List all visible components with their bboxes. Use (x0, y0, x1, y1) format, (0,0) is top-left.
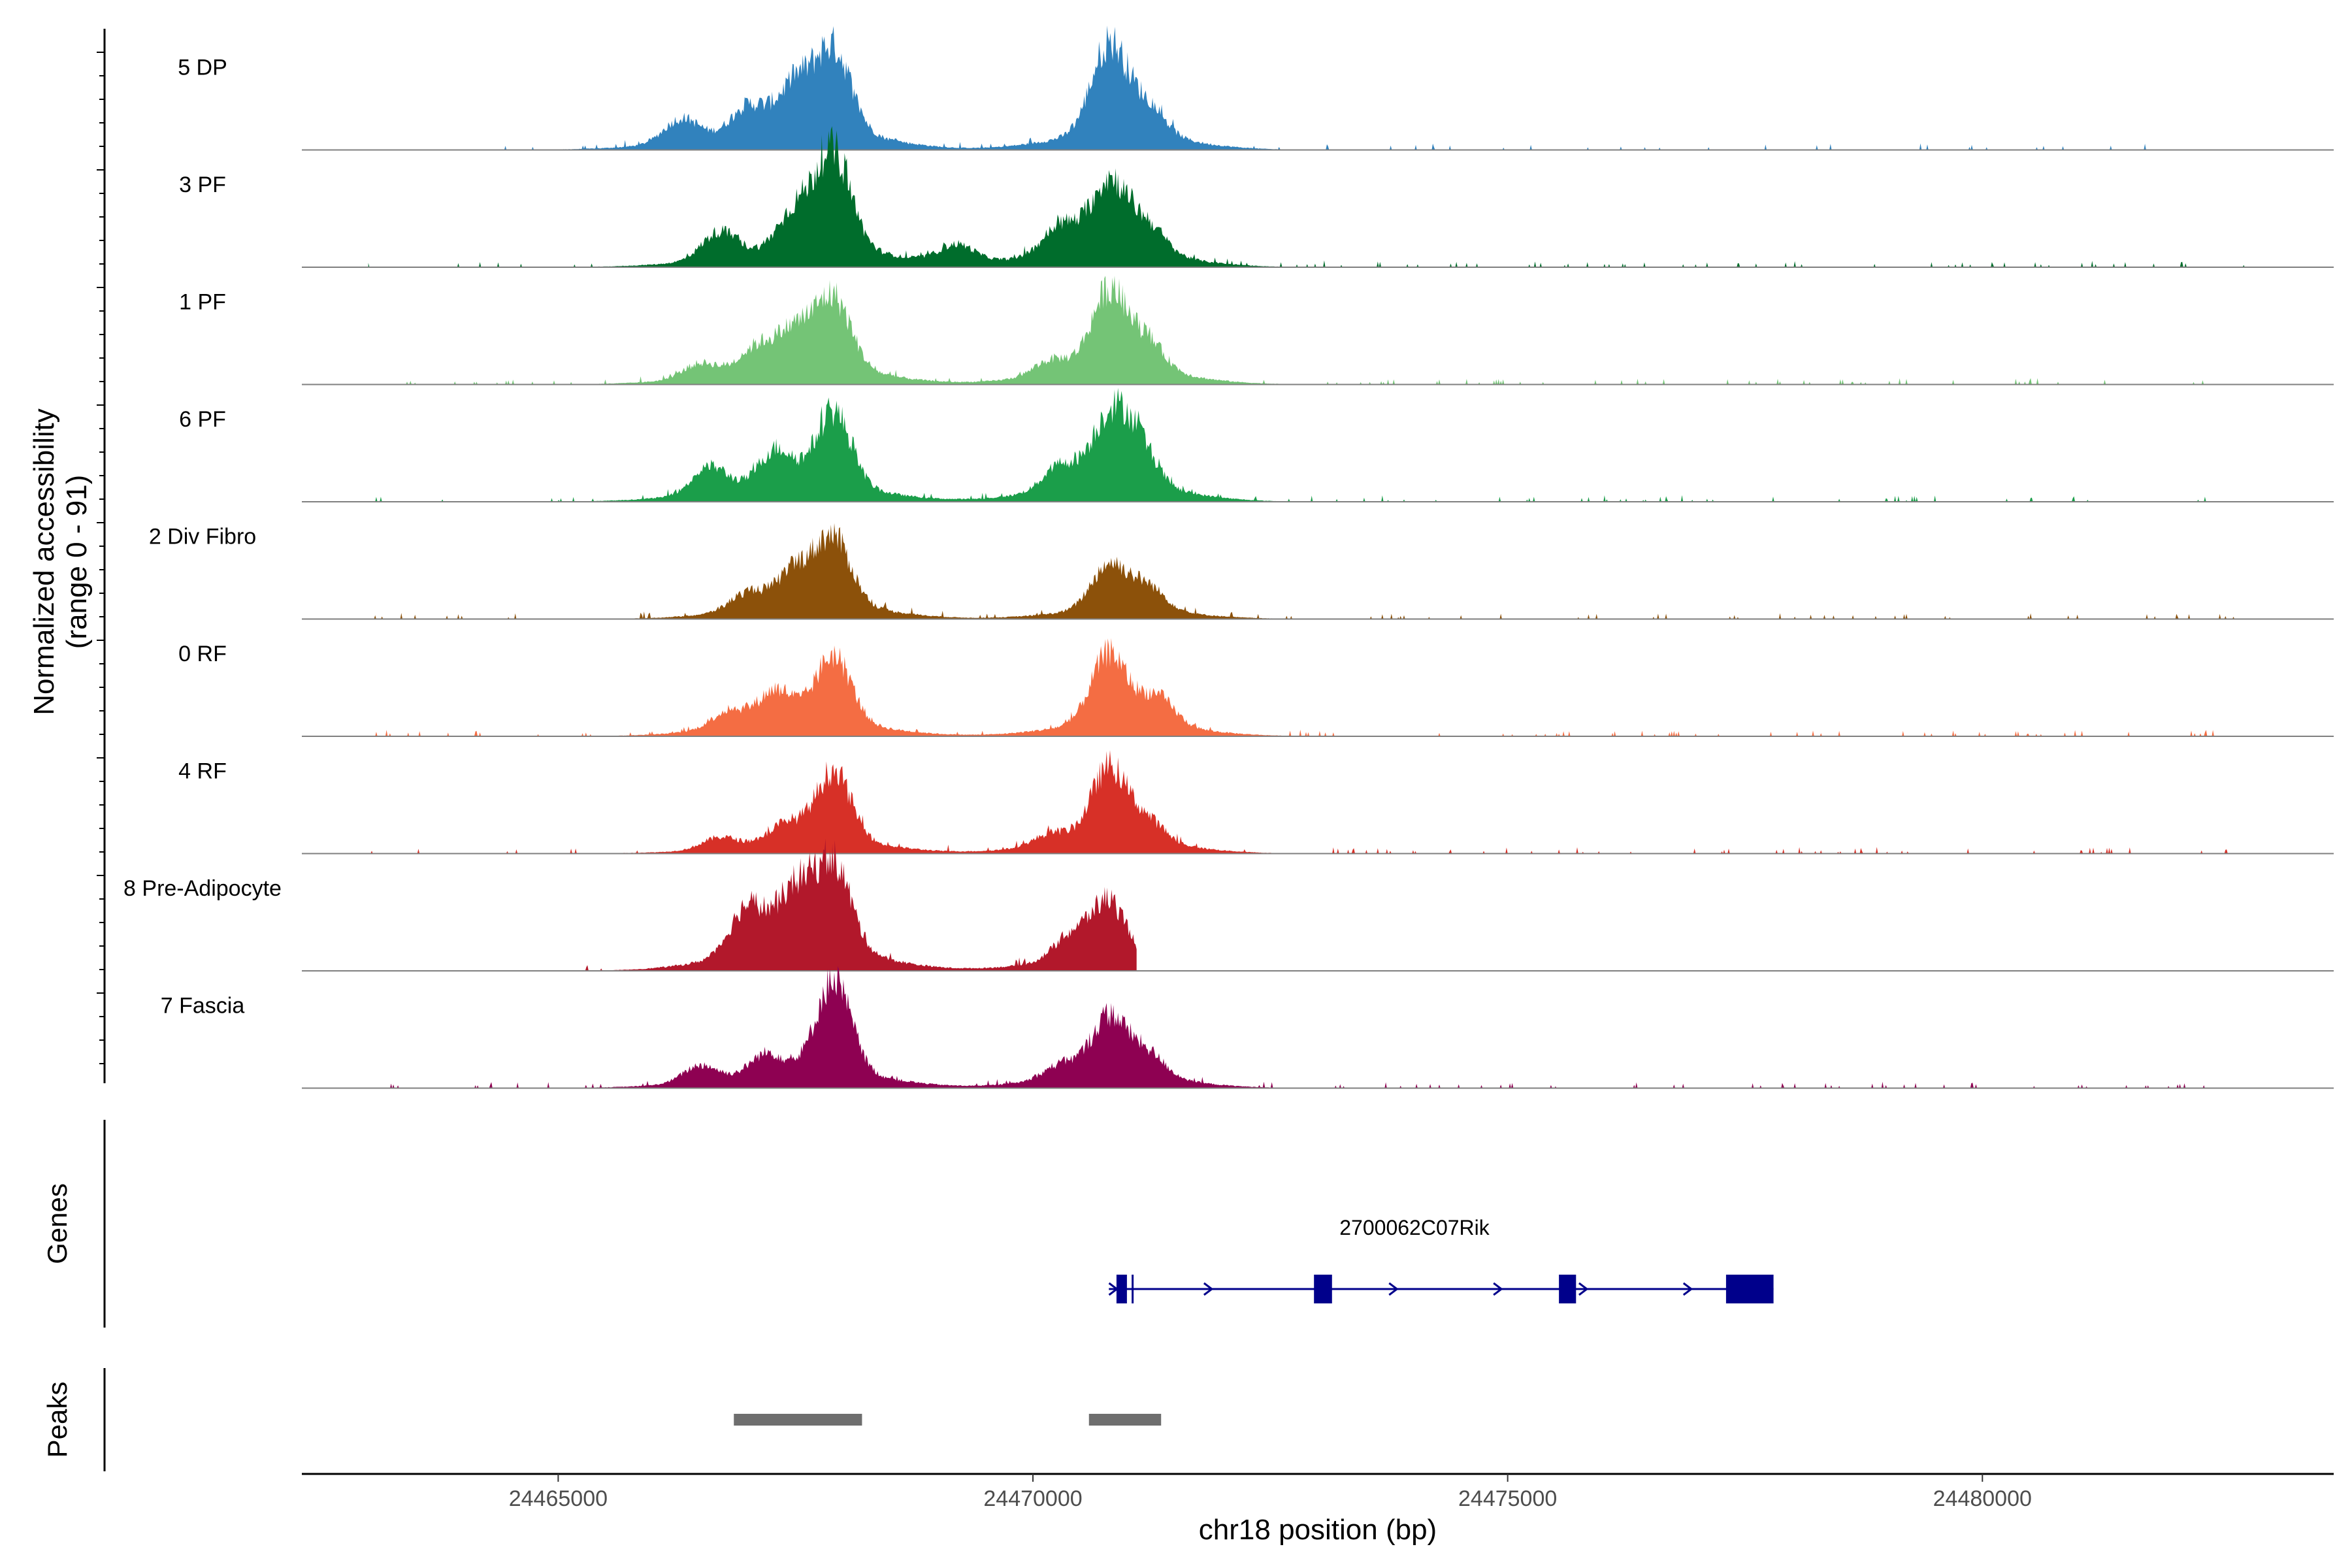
track-label: 0 RF (178, 642, 227, 666)
peak-region-bar (734, 1414, 862, 1426)
strand-arrow-icon (1578, 1282, 1589, 1296)
track-label: 6 PF (179, 407, 226, 432)
x-tick-label: 24480000 (1933, 1486, 2032, 1511)
track-label: 5 DP (178, 56, 227, 80)
track-6: 0 RF (178, 638, 2334, 737)
peaks-panel-title: Peaks (42, 1382, 73, 1458)
coverage-area (577, 838, 1137, 971)
track-label: 3 PF (179, 172, 226, 197)
strand-arrow-icon (1493, 1282, 1503, 1296)
track-3: 1 PF (179, 276, 2334, 385)
genes-panel: Genes 2700062C07Rik (42, 1120, 1774, 1328)
track-label: 1 PF (179, 290, 226, 315)
gene-exon (1559, 1275, 1576, 1303)
y-axis-range: (range 0 - 91) (61, 475, 93, 649)
gene-exon (1725, 1275, 1774, 1303)
track-1: 5 DP (178, 25, 2334, 151)
gene-model (1108, 1275, 1774, 1303)
x-tick-label: 24475000 (1458, 1486, 1557, 1511)
coverage-area (368, 638, 2229, 736)
peaks-panel: Peaks (42, 1368, 1162, 1471)
strand-arrow-icon (1203, 1282, 1214, 1296)
x-axis-title: chr18 position (bp) (1199, 1514, 1437, 1546)
y-axis-title: Normalized accessibility (28, 408, 60, 715)
track-label: 2 Div Fibro (149, 525, 256, 549)
x-tick-label: 24465000 (509, 1486, 608, 1511)
coverage-y-axis: Normalized accessibility (range 0 - 91) (28, 29, 106, 1083)
x-tick-label: 24470000 (983, 1486, 1082, 1511)
peak-regions (734, 1414, 1162, 1426)
track-label: 4 RF (178, 759, 227, 784)
track-label: 7 Fascia (161, 994, 245, 1019)
coverage-area (368, 126, 2249, 267)
track-8: 8 Pre-Adipocyte (123, 838, 2334, 972)
track-label: 8 Pre-Adipocyte (123, 876, 282, 901)
strand-arrow-icon (1682, 1282, 1693, 1296)
strand-arrow-icon (1388, 1282, 1399, 1296)
gene-exon (1314, 1275, 1332, 1303)
coverage-area (368, 750, 2258, 854)
strand-arrow-icon (1108, 1282, 1119, 1296)
genes-panel-title: Genes (42, 1183, 73, 1264)
gene-name-label: 2700062C07Rik (1339, 1216, 1490, 1239)
coverage-area (368, 523, 2258, 619)
peak-region-bar (1088, 1414, 1162, 1426)
coverage-area (368, 276, 2249, 385)
gene-exon (1116, 1275, 1127, 1303)
track-9: 7 Fascia (161, 966, 2334, 1089)
coverage-area (463, 25, 2172, 150)
track-5: 2 Div Fibro (149, 523, 2334, 620)
track-4: 6 PF (179, 387, 2334, 502)
track-7: 4 RF (178, 750, 2334, 855)
track-2: 3 PF (179, 126, 2334, 268)
coverage-tracks: 5 DP 3 PF 1 PF 6 PF 2 Div Fibro 0 RF 4 RF 8 Pre… (123, 25, 2334, 1089)
coverage-area (368, 387, 2229, 502)
x-axis: 24465000 24470000 24475000 24480000 chr18 p… (302, 1473, 2334, 1546)
coverage-area (368, 966, 2210, 1088)
